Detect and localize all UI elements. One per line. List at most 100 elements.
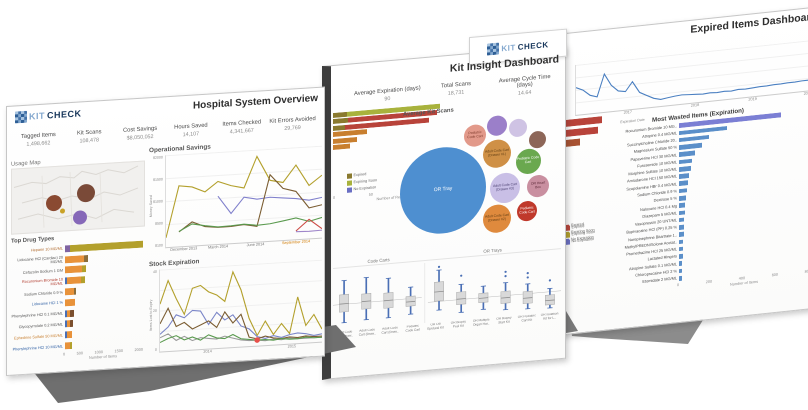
outlier-point[interactable] [504, 275, 507, 278]
bar-segment[interactable] [679, 187, 687, 194]
series-line[interactable] [179, 216, 322, 232]
bar-segment[interactable] [679, 268, 682, 274]
series-line[interactable] [166, 152, 322, 237]
outlier-point[interactable] [437, 265, 441, 268]
bar-segment[interactable] [65, 265, 82, 274]
bar-segment[interactable] [66, 331, 72, 339]
kit-bubble-label: Pediatric Code Cart [519, 205, 535, 215]
plot-area: 2017 2018 2019 2020 Expiration Date [575, 39, 808, 124]
outlier-point[interactable] [548, 279, 552, 282]
bar-segment[interactable] [679, 209, 685, 216]
legend-item[interactable]: Expiring Soon [566, 228, 595, 235]
plot [575, 39, 808, 117]
x-tick: 0 [63, 352, 66, 357]
series-line[interactable] [218, 190, 322, 214]
bar-segment[interactable] [565, 137, 581, 147]
kit-bubble[interactable]: Adult Code Cart (Drawer #3) [490, 171, 520, 205]
metrics-row: Tagged Items 1,498,662 Kit Scans 108,478… [13, 116, 318, 149]
y-tick: $100 [155, 243, 163, 248]
bar-segment[interactable] [679, 275, 682, 281]
kit-bubble[interactable]: Pediatric Code Cart [515, 147, 541, 175]
legend-label: Expiring Soon [571, 227, 595, 235]
x-tick: 800 [804, 269, 808, 274]
y-tick: $500 [155, 221, 163, 226]
plot [165, 145, 322, 249]
bar-segment[interactable] [70, 309, 74, 317]
series-line[interactable] [296, 219, 322, 231]
y-tick: 40 [153, 269, 157, 275]
series-line[interactable] [576, 52, 808, 109]
median-line [478, 297, 489, 299]
bar-segment[interactable] [65, 287, 74, 296]
bar-segment[interactable] [83, 254, 88, 262]
bar-segment[interactable] [679, 239, 684, 245]
kit-bubble[interactable]: Adult Code Cart (Drawer #1) [483, 138, 511, 169]
bubble-mark[interactable] [59, 207, 65, 214]
bar-segment[interactable] [679, 195, 686, 201]
bar-segment[interactable] [679, 217, 685, 223]
kit-bubble[interactable]: OR Heart Box [527, 174, 549, 199]
bar-segment[interactable] [679, 253, 683, 259]
bubble-mark[interactable] [528, 129, 546, 149]
bar-segment[interactable] [67, 276, 82, 285]
bar-segment[interactable] [679, 173, 690, 179]
x-tick: 1000 [94, 350, 103, 355]
line-chart: Money Saved $2000 $1500 $1000 $500 $100 Decemb… [149, 145, 322, 257]
bar-segment[interactable] [73, 287, 76, 295]
bubble-mark[interactable] [487, 114, 507, 137]
x-tick: December 2013 [170, 246, 198, 252]
legend-chip [566, 231, 569, 235]
kitcheck-logo-icon [15, 110, 27, 124]
bar-segment[interactable] [679, 165, 691, 172]
kit-bubble[interactable]: Pediatric Code Cart [517, 200, 537, 222]
kit-bubble[interactable]: Pediatric Code Cart [464, 123, 486, 148]
series-line[interactable] [296, 230, 322, 232]
bar-segment[interactable] [679, 224, 684, 230]
bar-segment[interactable] [65, 254, 84, 264]
x-tick: March 2014 [208, 244, 229, 250]
bar-segment[interactable] [679, 180, 689, 187]
bar-segment[interactable] [679, 202, 686, 208]
bubble-mark[interactable] [509, 118, 527, 138]
usage-map-bubbles [12, 162, 144, 234]
y-tick: 0 [155, 347, 157, 352]
series-line[interactable] [179, 172, 322, 232]
bar-segment[interactable] [70, 320, 73, 328]
bar-segment[interactable] [65, 298, 75, 307]
bar-segment[interactable] [81, 265, 87, 273]
bar-label: Phenylephrine HCl 10 MG/ML [12, 344, 63, 352]
outlier-point[interactable] [526, 272, 529, 275]
top-drug-types-chart: Heparin 10 MG/ML Lidocaine HCl (Cardiac) … [11, 239, 143, 365]
kit-bubble-label: Adult Code Cart (Drawer #2) [484, 212, 510, 223]
bar-segment[interactable] [81, 276, 86, 284]
bar-rows [565, 114, 605, 148]
bar-segment[interactable] [679, 261, 683, 267]
usage-map [11, 160, 145, 235]
x-tick: September 2014 [281, 239, 311, 246]
median-line [500, 296, 511, 299]
logo-text-check: CHECK [47, 108, 82, 121]
x-tick: June 2014 [246, 242, 265, 248]
bar-segment[interactable] [679, 246, 683, 252]
x-tick: 2019 [748, 96, 757, 102]
bar-segment[interactable] [69, 342, 72, 350]
bar-segment[interactable] [679, 231, 684, 237]
kit-bubble[interactable]: Adult Code Cart (Drawer #2) [483, 203, 511, 234]
outlier-point[interactable] [526, 276, 529, 279]
bubble-mark[interactable] [73, 210, 87, 225]
x-tick: 2018 [690, 102, 700, 108]
outlier-point[interactable] [504, 270, 507, 273]
y-axis-label: Items Lost to Expiry [149, 299, 153, 332]
bubble-mark[interactable] [77, 183, 95, 203]
outlier-point[interactable] [460, 274, 463, 277]
series-line[interactable] [160, 266, 322, 341]
kit-bubble-label: OR Tray [433, 185, 453, 194]
kit-bubble[interactable]: OR Tray [400, 143, 486, 238]
y-tick: $1000 [153, 199, 163, 205]
stock-expiration-chart: Items Lost to Expiry 40 20 0 2014 2015 [149, 259, 322, 361]
median-line [523, 297, 533, 299]
line-chart: 2017 2018 2019 2020 Expiration Date [575, 39, 808, 124]
box[interactable] [456, 291, 467, 306]
legend-chip [566, 238, 569, 242]
x-tick: 2017 [623, 110, 633, 115]
